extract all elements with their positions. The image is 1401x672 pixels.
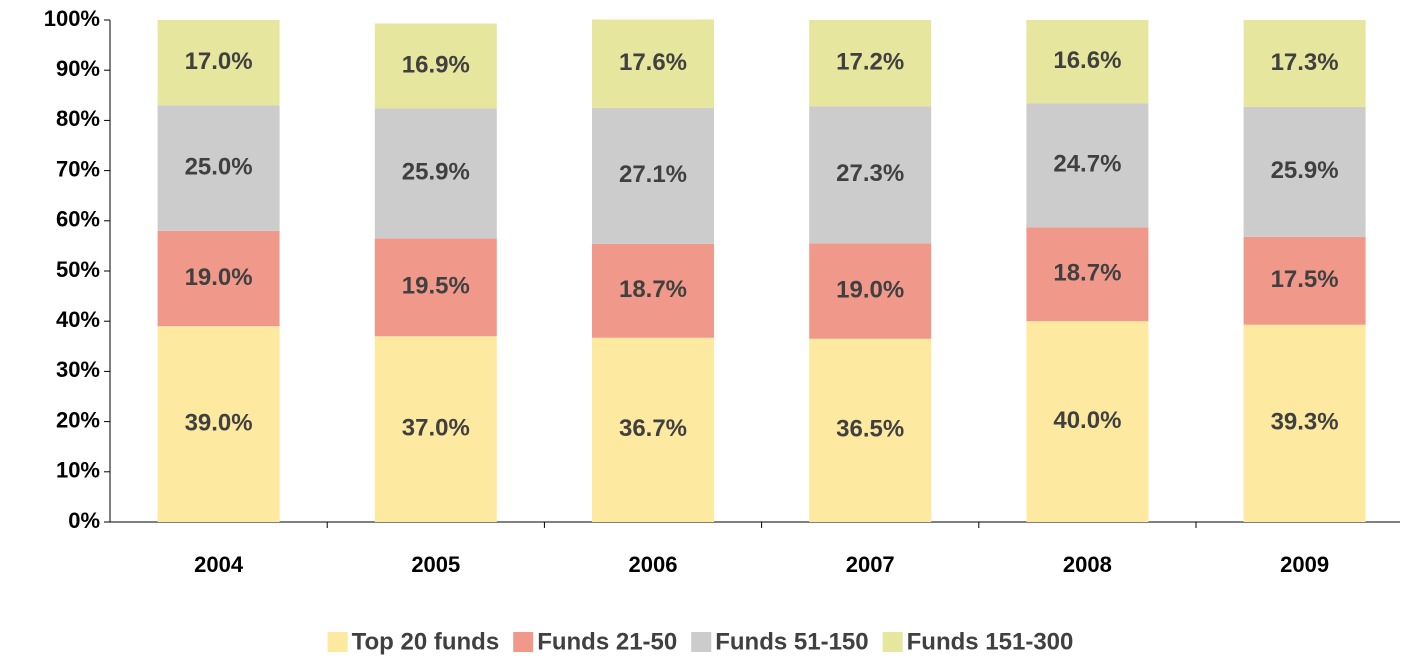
bar-segment	[809, 243, 932, 339]
data-label: 27.3%	[836, 160, 904, 187]
bar-segment	[592, 107, 714, 244]
data-label: 18.7%	[1053, 260, 1121, 287]
x-tick-label: 2004	[194, 552, 244, 577]
bar-segment	[809, 338, 932, 522]
bar-segment	[592, 243, 714, 338]
data-label: 39.3%	[1271, 409, 1339, 436]
data-label: 24.7%	[1053, 151, 1121, 178]
legend-swatch	[327, 632, 348, 652]
data-label: 17.6%	[619, 49, 687, 76]
data-label: 16.6%	[1053, 47, 1121, 74]
bar-segment	[592, 337, 714, 522]
data-label: 19.0%	[836, 276, 904, 303]
data-label: 17.0%	[185, 48, 253, 75]
bar-segment	[157, 230, 280, 327]
bar-segment	[592, 19, 714, 108]
data-label: 17.3%	[1271, 49, 1339, 76]
data-label: 25.9%	[402, 159, 470, 186]
legend-label: Funds 51-150	[715, 628, 868, 655]
y-tick-label: 100%	[44, 6, 100, 31]
bar-segment	[1026, 103, 1149, 228]
y-tick-label: 50%	[56, 257, 100, 282]
bar-segment	[374, 336, 497, 522]
y-tick-label: 30%	[56, 357, 100, 382]
data-label: 16.9%	[402, 51, 470, 78]
legend-label: Funds 151-300	[907, 628, 1074, 655]
bar-segment	[1026, 20, 1149, 104]
data-label: 36.5%	[836, 416, 904, 443]
y-tick-label: 40%	[56, 307, 100, 332]
x-tick-label: 2006	[629, 552, 678, 577]
legend-swatch	[513, 632, 534, 652]
data-label: 19.0%	[185, 264, 253, 291]
legend-label: Funds 21-50	[537, 628, 677, 655]
legend-label: Top 20 funds	[352, 628, 500, 655]
legend-swatch	[691, 632, 712, 652]
data-label: 17.2%	[836, 49, 904, 76]
data-label: 37.0%	[402, 414, 470, 441]
bar-segment	[1026, 227, 1149, 322]
data-label: 19.5%	[402, 273, 470, 300]
bar-segment	[374, 238, 497, 337]
bar-segment	[157, 326, 280, 522]
y-tick-label: 90%	[56, 56, 100, 81]
data-label: 17.5%	[1271, 266, 1339, 293]
data-label: 18.7%	[619, 276, 687, 303]
bar-segment	[157, 20, 280, 106]
data-label: 27.1%	[619, 161, 687, 188]
y-tick-label: 0%	[68, 508, 100, 533]
x-tick-label: 2005	[411, 552, 460, 577]
legend-swatch	[882, 632, 903, 652]
x-tick-label: 2007	[846, 552, 895, 577]
y-tick-label: 60%	[56, 207, 100, 232]
data-label: 40.0%	[1053, 407, 1121, 434]
y-tick-label: 70%	[56, 156, 100, 181]
bar-segment	[1026, 321, 1149, 522]
x-tick-label: 2009	[1280, 552, 1329, 577]
bar-segment	[1243, 106, 1366, 237]
bar-segment	[1243, 20, 1366, 107]
y-tick-label: 20%	[56, 407, 100, 432]
y-tick-label: 80%	[56, 106, 100, 131]
data-label: 36.7%	[619, 415, 687, 442]
data-label: 39.0%	[185, 409, 253, 436]
bar-segment	[157, 105, 280, 231]
bar-segment	[809, 20, 932, 107]
y-tick-label: 10%	[56, 458, 100, 483]
bar-segment	[374, 108, 497, 239]
bar-segment	[1243, 236, 1366, 325]
bar-segment	[374, 23, 497, 109]
x-tick-label: 2008	[1063, 552, 1112, 577]
bar-segment	[1243, 324, 1366, 522]
bar-segment	[809, 106, 932, 244]
data-label: 25.0%	[185, 153, 253, 180]
data-label: 25.9%	[1271, 157, 1339, 184]
